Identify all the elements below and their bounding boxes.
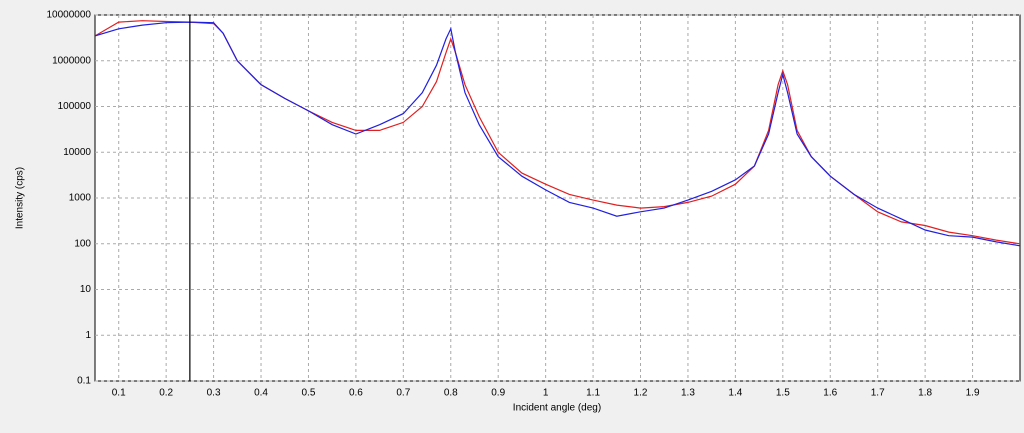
y-tick-label: 1000 — [69, 193, 92, 204]
x-tick-label: 0.7 — [396, 388, 410, 399]
x-axis-label: Incident angle (deg) — [513, 403, 601, 414]
plot-lines — [95, 20, 1020, 247]
x-tick-label: 0.5 — [302, 388, 316, 399]
y-tick-label: 100000 — [58, 101, 92, 112]
x-tick-label: 1.4 — [728, 388, 742, 399]
y-tick-label: 10 — [80, 284, 92, 295]
x-tick-label: 0.6 — [349, 388, 363, 399]
x-tick-label: 1.9 — [966, 388, 980, 399]
x-tick-label: 0.4 — [254, 388, 268, 399]
y-tick-label: 1 — [85, 330, 91, 341]
x-tick-label: 0.2 — [159, 388, 173, 399]
series-line — [95, 21, 1020, 247]
x-tick-label: 0.8 — [444, 388, 458, 399]
x-tick-label: 1.1 — [586, 388, 600, 399]
y-tick-label: 10000000 — [47, 10, 92, 21]
y-axis-label: Intensity (cps) — [15, 167, 26, 229]
x-tick-label: 1 — [543, 388, 549, 399]
y-tick-label: 0.1 — [77, 376, 91, 387]
x-tick-label: 1.2 — [634, 388, 648, 399]
x-tick-label: 0.9 — [491, 388, 505, 399]
x-tick-label: 0.3 — [207, 388, 221, 399]
x-tick-label: 1.7 — [871, 388, 885, 399]
x-tick-label: 1.6 — [823, 388, 837, 399]
x-tick-label: 1.5 — [776, 388, 790, 399]
x-tick-label: 1.3 — [681, 388, 695, 399]
x-tick-label: 1.8 — [918, 388, 932, 399]
y-tick-label: 1000000 — [52, 55, 91, 66]
x-tick-label: 0.1 — [112, 388, 126, 399]
y-tick-label: 10000 — [63, 147, 91, 158]
y-tick-label: 100 — [74, 238, 91, 249]
